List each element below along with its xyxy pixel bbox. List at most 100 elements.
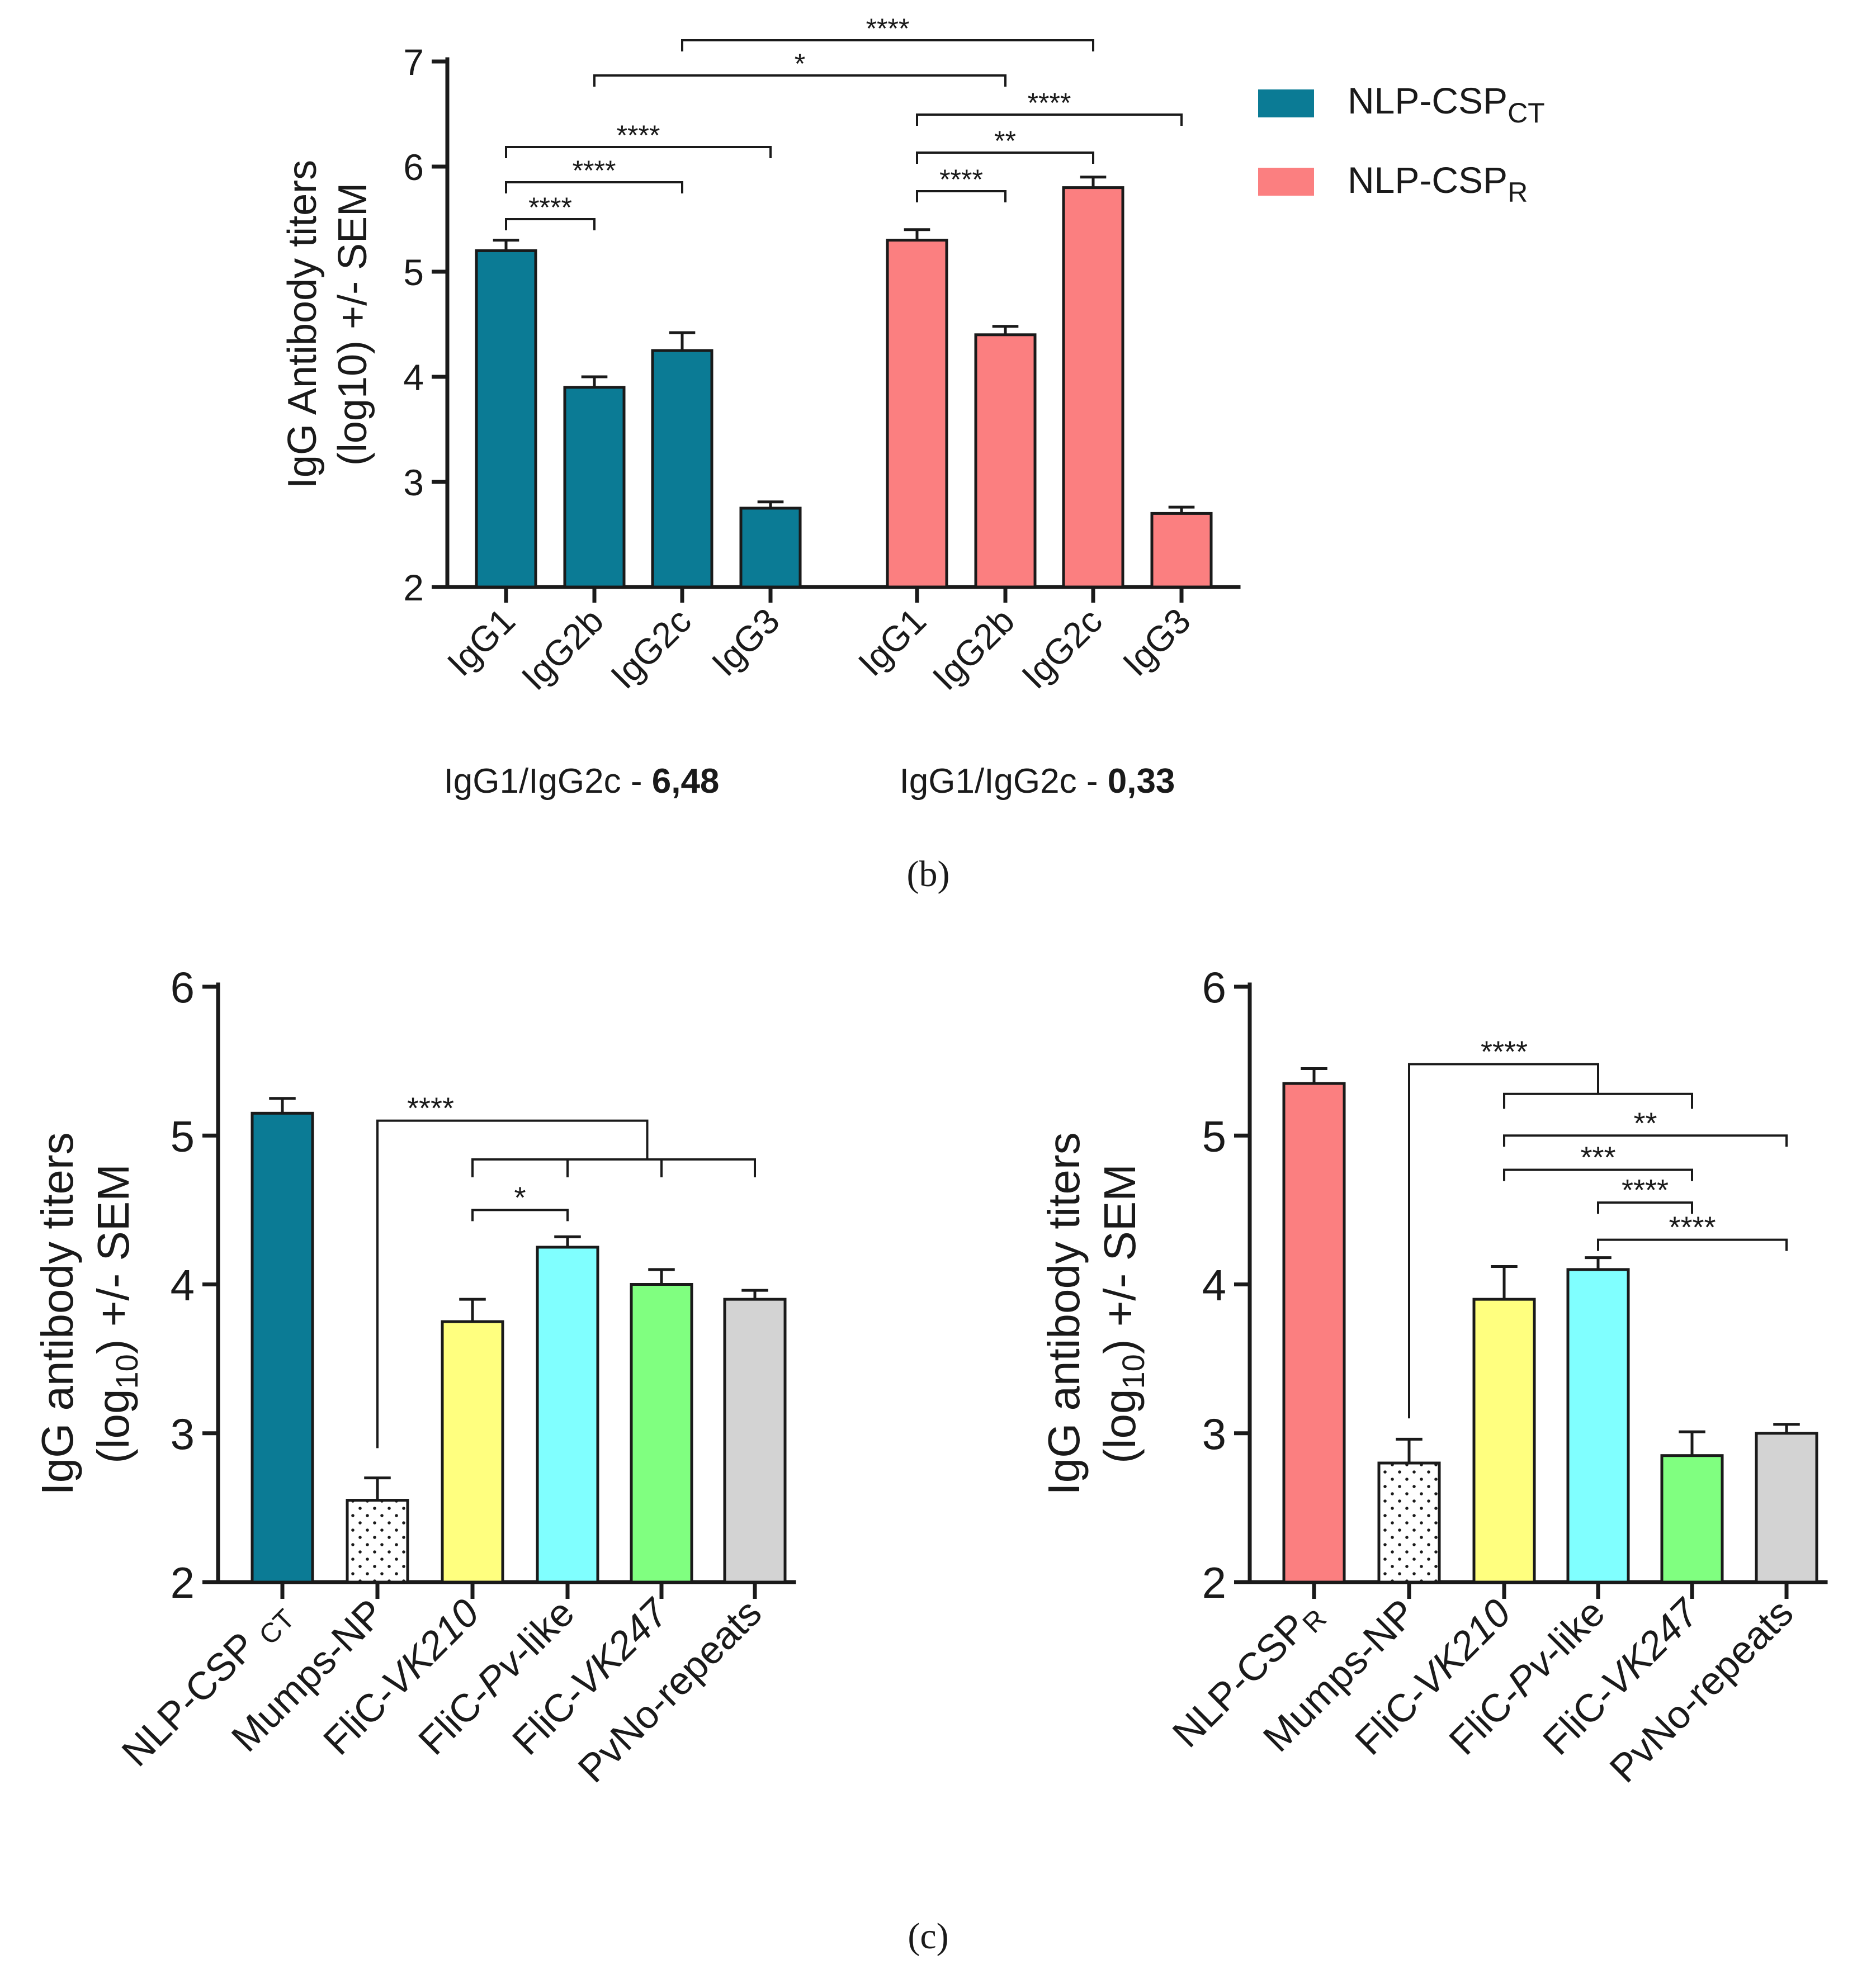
panel-b-bar xyxy=(651,349,713,589)
panel-c-right-chart: IgG antibody titers (log10) +/- SEM 2 3 4 5… xyxy=(1039,963,1828,1791)
panel-b-category-label: IgG1 xyxy=(440,600,523,684)
panel-c-left-ylabel-pre: (log xyxy=(88,1389,138,1463)
panel-b-significance-label: * xyxy=(795,48,805,79)
legend-label-ct: NLP-CSPCT xyxy=(1348,80,1545,129)
panel-c-left-ylabel-line2: (log10) +/- SEM xyxy=(88,1164,144,1464)
panel-b-y-tick-label: 5 xyxy=(403,252,424,293)
panel-b-y-axis-label: IgG Antibody titers (log10) +/- SEM xyxy=(280,160,375,489)
panel-c-left-significance-bracket xyxy=(471,1209,569,1222)
panel-b-bar xyxy=(886,239,948,589)
panel-c-left-ylabel-line1: IgG antibody titers xyxy=(32,1132,82,1495)
ratio-r: IgG1/IgG2c - 0,33 xyxy=(900,762,1175,801)
panel-c-right-y-tick-label: 5 xyxy=(1202,1111,1226,1161)
panel-c-right-significance-bracket xyxy=(1503,1134,1788,1147)
panel-c-left-y-tick-label: 6 xyxy=(171,963,195,1012)
panel-c-left-significance-label: **** xyxy=(407,1092,454,1125)
panel-c-right-significance-bracket xyxy=(1503,1168,1693,1181)
panel-c-right-y-tick-label: 3 xyxy=(1202,1409,1226,1459)
ratio-ct: IgG1/IgG2c - 6,48 xyxy=(444,762,720,801)
panel-b-chart: IgG Antibody titers (log10) +/- SEM NLP-… xyxy=(280,13,1545,801)
legend: NLP-CSPCT NLP-CSPR xyxy=(1258,80,1545,208)
legend-label-ct-main: NLP-CSP xyxy=(1348,80,1508,121)
panel-b-category-label: IgG2b xyxy=(514,600,611,698)
panel-c-left-bar xyxy=(630,1283,693,1584)
panel-b-bar xyxy=(739,506,802,589)
panel-c-right-significance-bracket xyxy=(1408,1063,1599,1419)
legend-label-r-main: NLP-CSP xyxy=(1348,159,1508,201)
panel-c-right-bar xyxy=(1566,1268,1630,1584)
panel-c-left-bar xyxy=(441,1320,504,1584)
panel-b-y-tick-label: 4 xyxy=(403,357,424,398)
panel-c-right-y-axis-label: IgG antibody titers (log10) +/- SEM xyxy=(1039,1132,1151,1495)
panel-c-right-bar xyxy=(1755,1432,1818,1584)
panel-b-category-label: IgG3 xyxy=(1115,600,1198,684)
panel-c-left-bar xyxy=(251,1111,314,1584)
panel-b-ylabel-line2: (log10) +/- SEM xyxy=(330,183,375,466)
caption-c: (c) xyxy=(908,1916,948,1957)
panel-c-right-significance-label: ** xyxy=(1633,1106,1657,1140)
panel-c-right-significance-label: **** xyxy=(1622,1173,1669,1207)
panel-b-bar xyxy=(475,249,537,589)
panel-c-right-significance-bracket xyxy=(1503,1092,1693,1109)
panel-b-significance-bracket xyxy=(916,152,1094,164)
panel-c-right-significance-label: **** xyxy=(1481,1035,1528,1068)
ratio-r-label: IgG1/IgG2c - xyxy=(900,762,1108,801)
panel-c-right-ylabel-sub: 10 xyxy=(1116,1354,1151,1389)
panel-c-left-ylabel-post: ) +/- SEM xyxy=(88,1164,138,1354)
panel-c-right-ylabel-post: ) +/- SEM xyxy=(1095,1164,1145,1354)
panel-b-significance-bracket xyxy=(505,181,683,193)
panel-b-y-tick-label: 3 xyxy=(403,462,424,503)
panel-b-bar xyxy=(563,386,626,589)
panel-c-right-significance-label: **** xyxy=(1669,1211,1716,1244)
panel-b-category-label: IgG2c xyxy=(1014,600,1110,697)
panel-b-significance-bracket xyxy=(505,218,596,230)
caption-b: (b) xyxy=(907,854,950,894)
panel-b-y-tick-label: 7 xyxy=(403,41,424,83)
legend-label-r: NLP-CSPR xyxy=(1348,159,1528,208)
panel-b-significance-label: **** xyxy=(866,13,910,44)
panel-c-left-significance-bracket xyxy=(376,1119,649,1448)
panel-c-right-y-tick-label: 6 xyxy=(1202,963,1226,1012)
panel-b-category-label: IgG2c xyxy=(603,600,699,697)
panel-c-right-bar xyxy=(1282,1082,1346,1584)
panel-b-bar xyxy=(1150,512,1213,589)
panel-b-significance-bracket xyxy=(593,74,1006,87)
panel-c-left-chart: IgG antibody titers (log10) +/- SEM 2 3 4 5… xyxy=(32,963,796,1791)
panel-c-right-bar xyxy=(1660,1454,1724,1584)
panel-b-significance-bracket xyxy=(916,113,1183,126)
panel-b-significance-bracket xyxy=(505,146,772,158)
panel-b-category-label: IgG1 xyxy=(850,600,934,684)
panel-c-left-y-tick-label: 3 xyxy=(171,1409,195,1459)
legend-label-ct-sub: CT xyxy=(1508,97,1545,129)
panel-b-y-tick-label: 2 xyxy=(403,567,424,608)
ratio-ct-value: 6,48 xyxy=(652,762,720,801)
panel-c-left-bar xyxy=(536,1246,599,1584)
panel-b-significance-label: ** xyxy=(994,125,1016,157)
panel-b-category-label: IgG3 xyxy=(704,600,787,684)
panel-c-right-ylabel-line1: IgG antibody titers xyxy=(1039,1132,1089,1495)
panel-b-bar xyxy=(1062,186,1124,589)
panel-c-right-significance-label: *** xyxy=(1580,1140,1615,1174)
panel-b-significance-label: **** xyxy=(617,120,660,151)
panel-b-significance-label: **** xyxy=(1028,87,1071,119)
panel-b-significance-label: **** xyxy=(573,155,616,186)
panel-b-significance-label: **** xyxy=(939,164,983,195)
panel-c-right-significance-bracket xyxy=(1597,1238,1788,1251)
panel-c-left-ylabel-sub: 10 xyxy=(109,1354,144,1389)
legend-swatch-ct xyxy=(1258,89,1314,117)
panel-c-left-significance-label: * xyxy=(514,1181,526,1214)
panel-c-right-bar xyxy=(1377,1461,1441,1584)
panel-c-left-y-tick-label: 4 xyxy=(171,1261,195,1310)
panel-c-left-y-axis-label: IgG antibody titers (log10) +/- SEM xyxy=(32,1132,144,1495)
panel-b-bar xyxy=(974,333,1037,589)
legend-swatch-r xyxy=(1258,168,1314,196)
panel-b-significance-label: **** xyxy=(528,192,572,223)
panel-c-left-y-tick-label: 5 xyxy=(171,1111,195,1161)
legend-label-r-sub: R xyxy=(1508,177,1528,208)
panel-c-right-y-tick-label: 4 xyxy=(1202,1261,1226,1310)
panel-b-significance-bracket xyxy=(916,190,1006,202)
ratio-r-value: 0,33 xyxy=(1108,762,1175,801)
panel-c-right-ylabel-line2: (log10) +/- SEM xyxy=(1095,1164,1151,1464)
panel-b-category-label: IgG2b xyxy=(925,600,1022,698)
